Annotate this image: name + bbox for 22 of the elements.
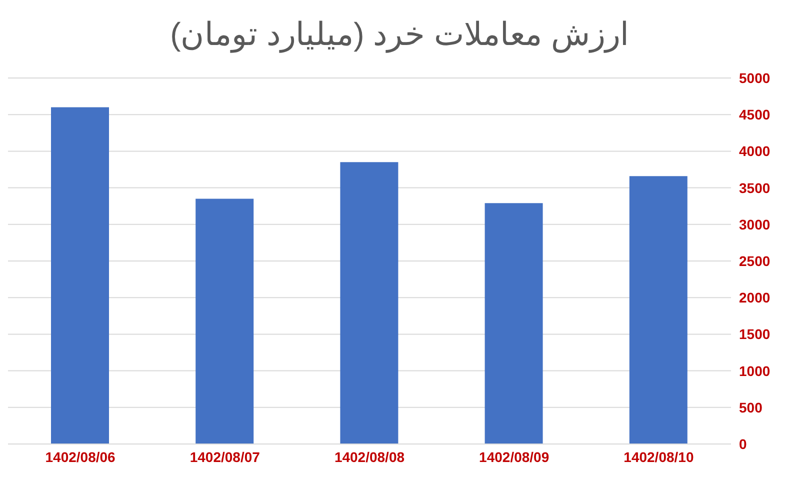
y-tick-label: 1500 bbox=[739, 326, 770, 342]
chart-title: ارزش معاملات خرد (میلیارد تومان) bbox=[169, 15, 630, 55]
bar bbox=[629, 176, 688, 444]
y-tick-label: 1000 bbox=[739, 362, 770, 379]
y-tick-label: 500 bbox=[739, 399, 763, 416]
y-tick-label: 4500 bbox=[739, 106, 770, 123]
y-tick-label: 2000 bbox=[739, 290, 770, 306]
bar bbox=[340, 162, 398, 444]
y-tick-label: 3000 bbox=[739, 216, 770, 232]
y-tick-label: 0 bbox=[739, 436, 747, 452]
y-tick-label: 5000 bbox=[739, 70, 770, 86]
bar bbox=[484, 203, 543, 444]
x-tick-label: 1402/08/06 bbox=[45, 448, 116, 465]
x-tick-label: 1402/08/09 bbox=[479, 448, 550, 465]
y-tick-label: 3500 bbox=[739, 180, 770, 196]
x-tick-label: 1402/08/08 bbox=[334, 448, 405, 465]
y-tick-label: 4000 bbox=[739, 143, 770, 160]
x-tick-label: 1402/08/07 bbox=[190, 448, 260, 465]
bar bbox=[196, 198, 254, 444]
x-tick-label: 1402/08/10 bbox=[624, 448, 694, 465]
y-tick-label: 2500 bbox=[739, 252, 770, 269]
bar bbox=[51, 107, 109, 444]
